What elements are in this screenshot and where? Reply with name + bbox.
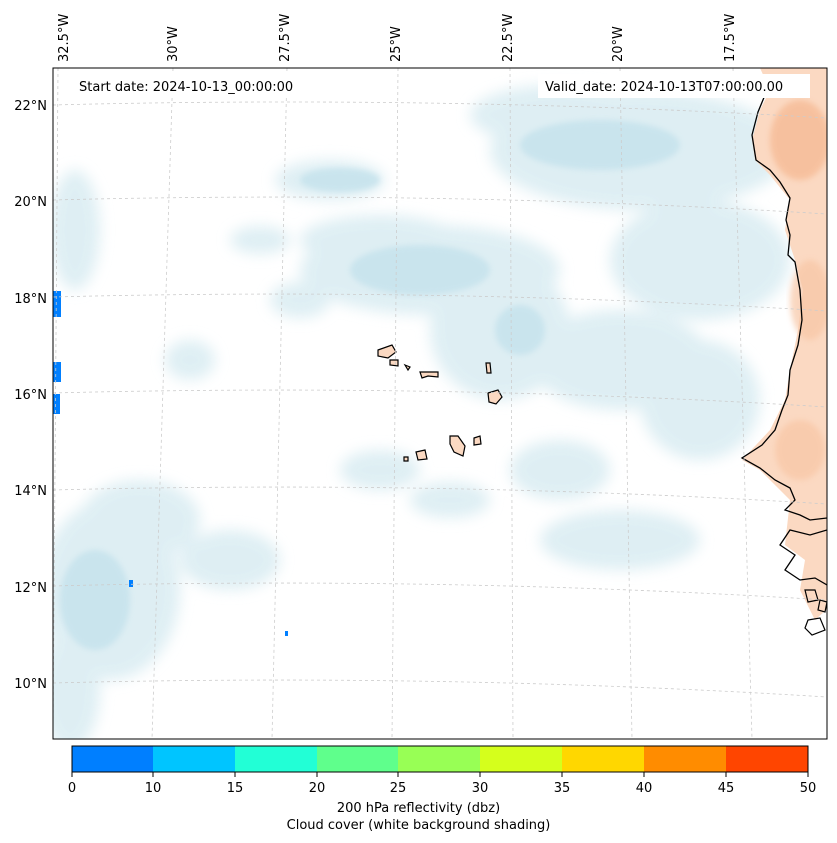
colorbar-swatch [398, 746, 481, 772]
valid-date-label: Valid_date: 2024-10-13T07:00:00.00 [545, 80, 783, 95]
lat-label: 10°N [14, 677, 47, 692]
colorbar-tick-label: 10 [145, 781, 162, 796]
colorbar-swatch [317, 746, 399, 772]
gridlines [53, 68, 827, 739]
land-west-africa [742, 68, 827, 620]
lon-label: 27.5°W [278, 14, 293, 62]
colorbar-tick-label: 50 [800, 781, 817, 796]
colorbar-tick-label: 20 [309, 781, 326, 796]
colorbar-sublabel: Cloud cover (white background shading) [286, 818, 551, 833]
colorbar-swatch [72, 746, 154, 772]
colorbar-tick-label: 40 [636, 781, 653, 796]
lon-label: 25°W [389, 26, 404, 62]
coastline-west-africa [740, 81, 827, 521]
lon-label: 30°W [166, 26, 181, 62]
start-date-label: Start date: 2024-10-13_00:00:00 [79, 80, 293, 95]
colorbar-swatch [562, 746, 645, 772]
lat-label: 18°N [14, 292, 47, 307]
longitude-labels: 32.5°W 30°W 27.5°W 25°W 22.5°W 20°W 17.5… [57, 14, 738, 62]
colorbar-tick-label: 25 [390, 781, 407, 796]
colorbar-tick-label: 15 [227, 781, 244, 796]
colorbar-ticks [71, 772, 809, 777]
colorbar: 0 10 15 20 25 30 35 40 45 50 [68, 745, 816, 796]
colorbar-swatch [235, 746, 318, 772]
lon-label: 32.5°W [57, 14, 72, 62]
coastline-guinea-bissau [779, 529, 827, 586]
cloud-cover-shading [53, 85, 790, 739]
colorbar-tick-label: 30 [472, 781, 489, 796]
colorbar-tick-label: 35 [554, 781, 571, 796]
lon-label: 17.5°W [723, 14, 738, 62]
lon-label: 22.5°W [501, 14, 516, 62]
colorbar-tick-label: 45 [718, 781, 735, 796]
lat-label: 16°N [14, 388, 47, 403]
lat-label: 14°N [14, 484, 47, 499]
colorbar-swatches [72, 746, 808, 772]
colorbar-swatch [644, 746, 727, 772]
map-panel [53, 68, 827, 739]
lat-label: 20°N [14, 195, 47, 210]
lat-label: 12°N [14, 581, 47, 596]
cape-verde-islands [377, 344, 503, 462]
colorbar-swatch [480, 746, 563, 772]
lon-label: 20°W [611, 26, 626, 62]
latitude-labels: 22°N 20°N 18°N 16°N 14°N 12°N 10°N [14, 99, 47, 692]
colorbar-tick-label: 0 [68, 781, 76, 796]
valid-date-box [538, 74, 810, 98]
colorbar-swatch [726, 746, 808, 772]
reflectivity-patches [53, 291, 288, 636]
lat-label: 22°N [14, 99, 47, 114]
colorbar-frame [71, 745, 809, 773]
colorbar-label: 200 hPa reflectivity (dbz) [336, 801, 501, 816]
colorbar-swatch [153, 746, 236, 772]
coastline-bijagos [804, 589, 827, 636]
cloud-cover-dense [60, 120, 680, 650]
map-frame [52, 67, 828, 740]
colorbar-tick-labels: 0 10 15 20 25 30 35 40 45 50 [68, 781, 816, 796]
start-date-box [70, 74, 312, 98]
